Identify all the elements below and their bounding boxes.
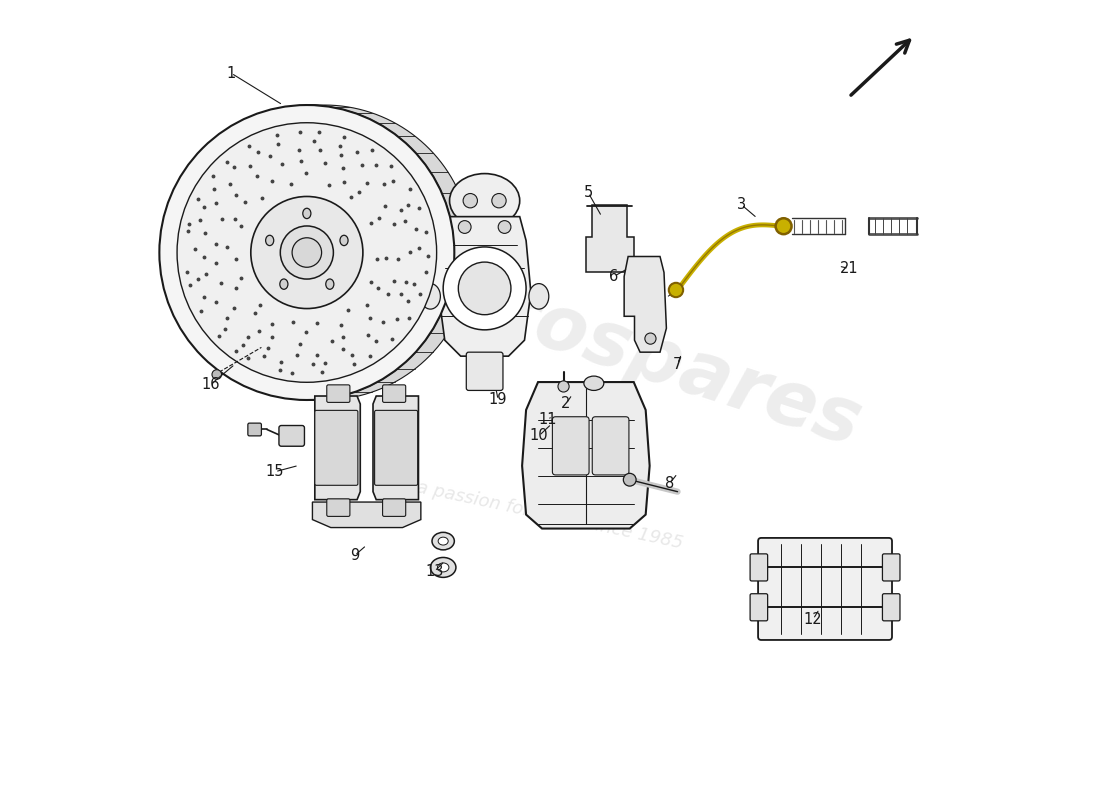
Polygon shape <box>373 396 418 500</box>
Circle shape <box>459 262 510 314</box>
Circle shape <box>645 333 656 344</box>
FancyBboxPatch shape <box>882 594 900 621</box>
FancyBboxPatch shape <box>758 538 892 640</box>
Text: 16: 16 <box>202 377 220 391</box>
FancyBboxPatch shape <box>592 417 629 475</box>
Circle shape <box>624 474 636 486</box>
FancyBboxPatch shape <box>383 499 406 516</box>
Ellipse shape <box>438 563 449 572</box>
Ellipse shape <box>438 537 448 545</box>
Circle shape <box>558 381 569 392</box>
Text: 21: 21 <box>839 261 858 276</box>
FancyBboxPatch shape <box>466 352 503 390</box>
FancyBboxPatch shape <box>327 385 350 402</box>
Text: 2: 2 <box>561 397 571 411</box>
Ellipse shape <box>326 279 334 290</box>
FancyBboxPatch shape <box>882 554 900 581</box>
Circle shape <box>212 370 221 379</box>
Text: 1: 1 <box>227 66 235 81</box>
Circle shape <box>280 226 333 279</box>
Text: 12: 12 <box>804 612 823 626</box>
FancyBboxPatch shape <box>279 426 305 446</box>
Ellipse shape <box>669 283 683 297</box>
Polygon shape <box>624 257 667 352</box>
Text: 15: 15 <box>266 464 284 479</box>
Polygon shape <box>522 382 650 529</box>
Circle shape <box>293 238 321 267</box>
Ellipse shape <box>420 284 440 309</box>
Ellipse shape <box>279 279 288 290</box>
Circle shape <box>463 194 477 208</box>
Circle shape <box>160 105 454 400</box>
Text: 13: 13 <box>426 564 443 579</box>
Circle shape <box>492 194 506 208</box>
Polygon shape <box>439 217 531 356</box>
FancyBboxPatch shape <box>383 385 406 402</box>
Text: 7: 7 <box>673 357 682 372</box>
FancyBboxPatch shape <box>315 410 358 486</box>
Text: 8: 8 <box>666 476 674 491</box>
Circle shape <box>498 221 510 234</box>
Ellipse shape <box>302 208 311 218</box>
FancyBboxPatch shape <box>375 410 418 486</box>
Circle shape <box>251 197 363 309</box>
Text: 6: 6 <box>609 269 618 284</box>
Circle shape <box>459 221 471 234</box>
FancyBboxPatch shape <box>327 499 350 516</box>
Circle shape <box>177 122 437 382</box>
Text: 11: 11 <box>538 413 557 427</box>
Ellipse shape <box>529 284 549 309</box>
Ellipse shape <box>584 376 604 390</box>
Text: 3: 3 <box>737 197 746 212</box>
Polygon shape <box>315 396 361 500</box>
Text: a passion for parts since 1985: a passion for parts since 1985 <box>415 478 685 553</box>
Polygon shape <box>586 205 634 273</box>
Ellipse shape <box>265 235 274 246</box>
Text: 19: 19 <box>488 393 507 407</box>
Ellipse shape <box>430 558 455 578</box>
Circle shape <box>443 247 526 330</box>
FancyBboxPatch shape <box>750 554 768 581</box>
Text: 10: 10 <box>529 428 548 443</box>
FancyBboxPatch shape <box>750 594 768 621</box>
Text: 9: 9 <box>350 548 360 563</box>
Text: eurospares: eurospares <box>388 242 871 462</box>
FancyBboxPatch shape <box>248 423 262 436</box>
FancyBboxPatch shape <box>552 417 590 475</box>
Ellipse shape <box>340 235 348 246</box>
Polygon shape <box>307 105 472 400</box>
Text: 5: 5 <box>584 186 593 200</box>
Ellipse shape <box>776 218 792 234</box>
Ellipse shape <box>450 174 519 228</box>
Polygon shape <box>312 502 421 527</box>
Ellipse shape <box>432 532 454 550</box>
